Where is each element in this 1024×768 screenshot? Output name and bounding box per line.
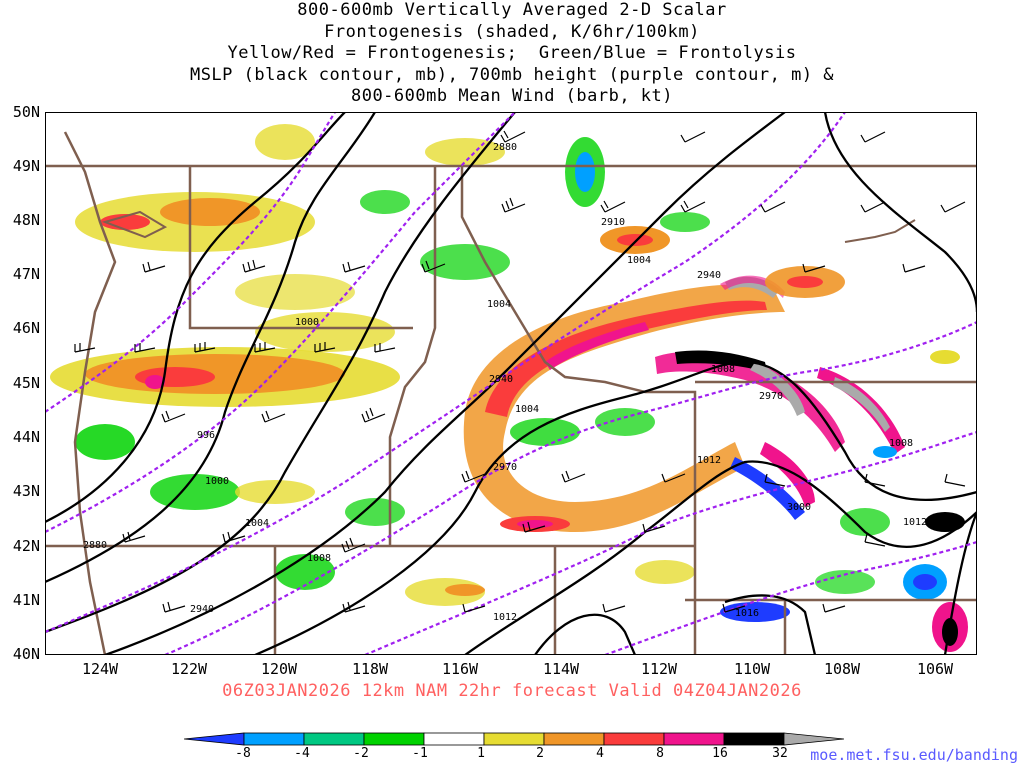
colorbar-label: -4 bbox=[294, 746, 310, 761]
lon-label: 108W bbox=[823, 660, 861, 678]
height-label: 2970 bbox=[493, 462, 517, 473]
lon-label: 112W bbox=[640, 660, 678, 678]
credit-link[interactable]: moe.met.fsu.edu/banding bbox=[810, 746, 1018, 764]
lat-label: 49N bbox=[12, 157, 40, 175]
colorbar-cell bbox=[543, 732, 605, 746]
coastline bbox=[63, 131, 117, 655]
lon-label: 124W bbox=[81, 660, 119, 678]
lat-label: 48N bbox=[12, 211, 40, 229]
lat-label: 46N bbox=[12, 319, 40, 337]
lon-label: 122W bbox=[170, 660, 208, 678]
mslp-label: 1016 bbox=[735, 608, 759, 619]
mslp-label: 1004 bbox=[487, 299, 511, 310]
mslp-label: 1004 bbox=[515, 404, 539, 415]
lon-label: 118W bbox=[351, 660, 389, 678]
colorbar-label: -1 bbox=[412, 746, 428, 761]
height-label: 2910 bbox=[601, 217, 625, 228]
mslp-contour-labels: 1004 1000 1004 1008 1004 1000 996 1000 1… bbox=[197, 255, 927, 623]
lat-label: 43N bbox=[12, 482, 40, 500]
height-contour-labels: 2880 2910 2940 2940 2970 2970 3000 2940 … bbox=[83, 142, 811, 615]
colorbar-label: 2 bbox=[536, 746, 544, 761]
height-label: 2940 bbox=[190, 604, 214, 615]
lat-label: 47N bbox=[12, 265, 40, 283]
height-label: 2880 bbox=[493, 142, 517, 153]
height-label: 3000 bbox=[787, 502, 811, 513]
colorbar-cell bbox=[303, 732, 365, 746]
political-boundaries bbox=[45, 131, 977, 655]
lat-label: 42N bbox=[12, 537, 40, 555]
mslp-label: 996 bbox=[197, 430, 215, 441]
lat-label: 40N bbox=[12, 645, 40, 663]
frontogenesis-shading bbox=[50, 124, 968, 652]
mslp-label: 1008 bbox=[711, 364, 735, 375]
wa-or-border bbox=[188, 166, 413, 330]
colorbar bbox=[184, 732, 844, 746]
colorbar-label: 4 bbox=[596, 746, 604, 761]
id-mt-border bbox=[460, 166, 697, 546]
mslp-label: 1000 bbox=[205, 476, 229, 487]
lon-label: 114W bbox=[542, 660, 580, 678]
title-line-5: 800-600mb Mean Wind (barb, kt) bbox=[350, 86, 674, 106]
height-label: 2940 bbox=[489, 374, 513, 385]
colorbar-label: 8 bbox=[656, 746, 664, 761]
map-panel: 1004 1000 1004 1008 1004 1000 996 1000 1… bbox=[45, 112, 977, 655]
chart-title: 800-600mb Vertically Averaged 2-D Scalar… bbox=[0, 0, 1024, 108]
puget-sound bbox=[101, 210, 168, 239]
id-west-border bbox=[388, 166, 437, 546]
title-line-1: 800-600mb Vertically Averaged 2-D Scalar bbox=[297, 0, 727, 20]
river-east bbox=[844, 219, 916, 243]
lon-label: 120W bbox=[260, 660, 298, 678]
mslp-label: 1012 bbox=[903, 517, 927, 528]
lat-label: 50N bbox=[12, 103, 40, 121]
lat-label: 41N bbox=[12, 591, 40, 609]
colorbar-cell bbox=[603, 732, 665, 746]
height-label: 2880 bbox=[83, 540, 107, 551]
lon-label: 116W bbox=[441, 660, 479, 678]
colorbar-cell bbox=[663, 732, 725, 746]
mslp-label: 1008 bbox=[889, 438, 913, 449]
lat-label: 45N bbox=[12, 374, 40, 392]
colorbar-cell bbox=[783, 732, 844, 746]
height-label: 2970 bbox=[759, 391, 783, 402]
title-line-3: Yellow/Red = Frontogenesis; Green/Blue =… bbox=[227, 43, 797, 63]
colorbar-label: 16 bbox=[712, 746, 728, 761]
colorbar-cell bbox=[723, 732, 785, 746]
forecast-valid-time: 06Z03JAN2026 12km NAM 22hr forecast Vali… bbox=[222, 681, 802, 701]
lon-label: 106W bbox=[916, 660, 954, 678]
wind-barbs bbox=[74, 130, 966, 613]
colorbar-label: 1 bbox=[477, 746, 485, 761]
colorbar-cell bbox=[363, 732, 425, 746]
lat-label: 44N bbox=[12, 428, 40, 446]
mslp-label: 1008 bbox=[307, 553, 331, 564]
colorbar-cell bbox=[423, 732, 485, 746]
mslp-label: 1000 bbox=[295, 317, 319, 328]
height-label: 2940 bbox=[697, 270, 721, 281]
title-line-2: Frontogenesis (shaded, K/6hr/100km) bbox=[324, 21, 700, 42]
mslp-label: 1004 bbox=[245, 518, 269, 529]
lon-label: 110W bbox=[733, 660, 771, 678]
colorbar-cell bbox=[184, 732, 245, 746]
colorbar-label: 32 bbox=[772, 746, 788, 761]
colorbar-cell bbox=[483, 732, 545, 746]
mslp-label: 1004 bbox=[627, 255, 651, 266]
colorbar-cell bbox=[243, 732, 305, 746]
colorbar-label: -2 bbox=[353, 746, 369, 761]
colorbar-label: -8 bbox=[235, 746, 251, 761]
height-contours bbox=[45, 112, 977, 655]
mslp-label: 1012 bbox=[697, 455, 721, 466]
mslp-label: 1012 bbox=[493, 612, 517, 623]
title-line-4: MSLP (black contour, mb), 700mb height (… bbox=[189, 64, 835, 85]
